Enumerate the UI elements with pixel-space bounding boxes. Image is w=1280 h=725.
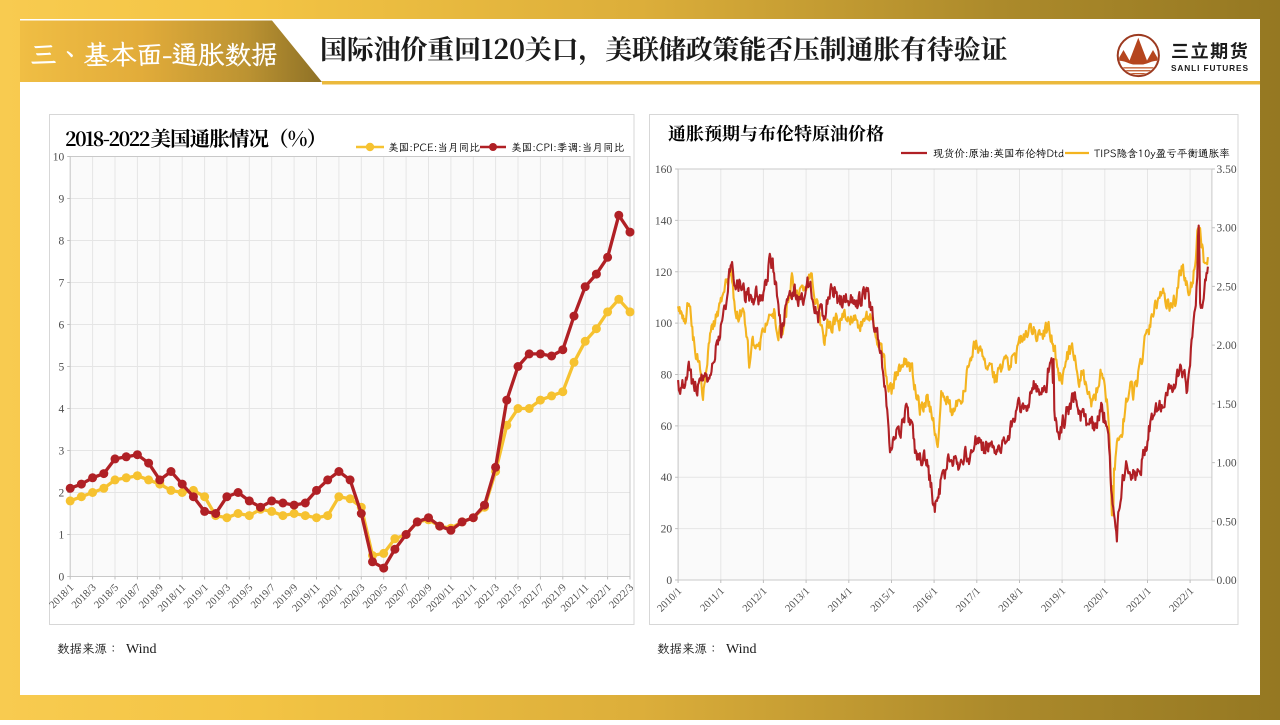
svg-text:8: 8 xyxy=(58,236,64,248)
svg-text:10: 10 xyxy=(53,152,65,164)
svg-text:3.00: 3.00 xyxy=(1217,223,1237,235)
svg-text:3: 3 xyxy=(58,446,64,458)
svg-text:140: 140 xyxy=(655,215,673,227)
svg-text:9: 9 xyxy=(58,194,64,206)
svg-text:0.50: 0.50 xyxy=(1217,516,1237,528)
svg-text:40: 40 xyxy=(661,472,673,484)
svg-text:160: 160 xyxy=(655,164,673,176)
svg-text:0.00: 0.00 xyxy=(1217,575,1237,587)
svg-text:Wind: Wind xyxy=(726,642,757,657)
svg-text:20: 20 xyxy=(661,524,673,536)
svg-text:3.50: 3.50 xyxy=(1217,164,1237,176)
svg-text:6: 6 xyxy=(58,320,64,332)
svg-text:1.00: 1.00 xyxy=(1217,458,1237,470)
svg-text:4: 4 xyxy=(58,404,64,416)
svg-text:1.50: 1.50 xyxy=(1217,399,1237,411)
svg-text:60: 60 xyxy=(661,421,673,433)
svg-text:7: 7 xyxy=(58,278,64,290)
svg-text:Wind: Wind xyxy=(126,642,157,657)
svg-text:2.50: 2.50 xyxy=(1217,281,1237,293)
svg-text:2: 2 xyxy=(58,488,64,500)
svg-text:120: 120 xyxy=(655,267,673,279)
svg-text:5: 5 xyxy=(58,362,64,374)
svg-text:100: 100 xyxy=(655,318,673,330)
svg-text:80: 80 xyxy=(661,370,673,382)
svg-text:2.00: 2.00 xyxy=(1217,340,1237,352)
svg-text:0: 0 xyxy=(58,572,64,584)
svg-text:SANLI FUTURES: SANLI FUTURES xyxy=(1171,63,1248,73)
svg-text:1: 1 xyxy=(58,530,64,542)
svg-text:0: 0 xyxy=(666,575,672,587)
